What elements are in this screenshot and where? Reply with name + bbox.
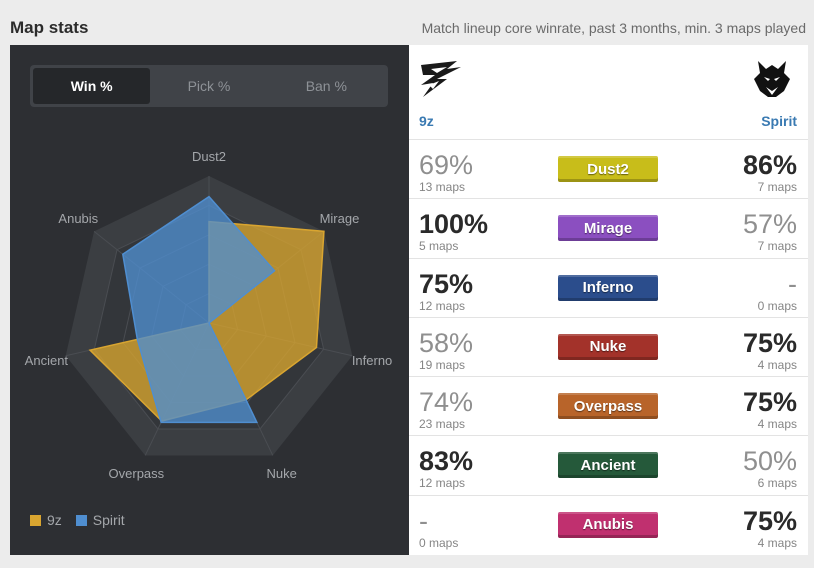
- right-maps-count: 7 maps: [757, 180, 797, 194]
- axis-label-nuke: Nuke: [266, 465, 297, 481]
- spirit-dragon-logo-icon[interactable]: [748, 57, 796, 101]
- tab-pick-pct[interactable]: Pick %: [187, 78, 231, 94]
- left-win-pct: -: [419, 505, 428, 536]
- legend-item-9z[interactable]: 9z: [30, 512, 62, 528]
- map-row-overpass: 74% 23 maps Overpass 75% 4 maps: [409, 377, 808, 437]
- legend-swatch-spirit: [75, 514, 87, 526]
- map-row-mirage: 100% 5 maps Mirage 57% 7 maps: [409, 199, 808, 259]
- page-title: Map stats: [10, 18, 89, 37]
- axis-label-mirage: Mirage: [319, 211, 360, 227]
- map-row-nuke: 58% 19 maps Nuke 75% 4 maps: [409, 318, 808, 378]
- legend-item-spirit[interactable]: Spirit: [75, 512, 125, 528]
- axis-label-inferno: Inferno: [351, 352, 393, 368]
- map-rows: 69% 13 maps Dust2 86% 7 maps 100% 5 maps Mirage…: [409, 140, 808, 555]
- left-maps-count: 23 maps: [419, 417, 466, 432]
- left-maps-count: 12 maps: [419, 298, 466, 313]
- map-row-anubis: -0 maps Anubis 75% 4 maps: [409, 496, 808, 555]
- map-badge-nuke[interactable]: Nuke: [558, 333, 658, 360]
- left-maps-count: 0 maps: [419, 535, 459, 550]
- map-badge-mirage[interactable]: Mirage: [558, 215, 658, 242]
- legend-swatch-9z: [30, 514, 41, 526]
- section-header: Map stats Match lineup core winrate, pas…: [0, 0, 814, 44]
- left-maps-count: 12 maps: [419, 476, 466, 491]
- axis-label-dust2: Dust2: [192, 148, 226, 164]
- right-maps-count: 4 maps: [757, 357, 797, 372]
- right-win-pct: 75%: [742, 387, 797, 418]
- right-win-pct: 50%: [742, 446, 797, 477]
- teams-header-row: 9z Spirit: [409, 45, 808, 140]
- team-name-left[interactable]: 9z: [419, 113, 434, 129]
- left-maps-count: 19 maps: [419, 357, 466, 372]
- right-win-pct: 86%: [742, 150, 797, 180]
- team-name-right[interactable]: Spirit: [761, 113, 797, 129]
- left-win-pct: 100%: [419, 209, 489, 240]
- page-subtitle: Match lineup core winrate, past 3 months…: [421, 20, 806, 36]
- right-win-pct: 57%: [742, 209, 797, 240]
- tab-win-pct[interactable]: Win %: [33, 68, 151, 104]
- right-win-pct: 75%: [742, 327, 797, 358]
- map-row-ancient: 83% 12 maps Ancient 50% 6 maps: [409, 436, 808, 496]
- axis-label-overpass: Overpass: [108, 465, 165, 481]
- map-row-dust2: 69% 13 maps Dust2 86% 7 maps: [409, 140, 808, 200]
- legend-label-spirit: Spirit: [92, 512, 125, 528]
- chart-legend: 9z Spirit: [30, 512, 125, 528]
- map-badge-ancient[interactable]: Ancient: [558, 452, 658, 479]
- right-win-pct: 75%: [742, 505, 797, 536]
- right-win-pct: -: [788, 268, 797, 299]
- map-badge-inferno[interactable]: Inferno: [558, 274, 658, 301]
- left-win-pct: 75%: [419, 268, 474, 299]
- left-win-pct: 83%: [419, 446, 474, 477]
- left-maps-count: 5 maps: [419, 239, 459, 254]
- right-maps-count: 7 maps: [757, 239, 797, 254]
- radar-series-spirit[interactable]: [121, 195, 276, 424]
- left-win-pct: 58%: [419, 327, 474, 358]
- right-maps-count: 4 maps: [757, 417, 797, 432]
- map-badge-anubis[interactable]: Anubis: [558, 511, 658, 538]
- left-maps-count: 13 maps: [419, 180, 466, 194]
- 9z-logo-icon[interactable]: [417, 57, 465, 101]
- axis-label-anubis: Anubis: [58, 211, 99, 227]
- radar-chart-panel: Win % Pick % Ban % 9z Spirit Dust2 Mirage…: [10, 45, 409, 555]
- map-stats-table: 9z Spirit 69% 13 maps Dust2 86% 7 maps 100% 5 …: [409, 45, 808, 555]
- right-maps-count: 6 maps: [757, 476, 797, 491]
- axis-label-ancient: Ancient: [24, 352, 69, 368]
- map-badge-overpass[interactable]: Overpass: [558, 393, 658, 420]
- right-maps-count: 4 maps: [757, 535, 797, 550]
- stat-type-tabs: Win % Pick % Ban %: [30, 65, 388, 107]
- legend-label-9z: 9z: [47, 512, 62, 528]
- map-row-inferno: 75% 12 maps Inferno -0 maps: [409, 259, 808, 318]
- right-maps-count: 0 maps: [757, 298, 797, 313]
- map-badge-dust2[interactable]: Dust2: [558, 156, 658, 182]
- tab-ban-pct[interactable]: Ban %: [305, 78, 347, 94]
- left-win-pct: 74%: [419, 387, 474, 418]
- left-win-pct: 69%: [419, 150, 474, 180]
- radar-chart: [65, 176, 353, 456]
